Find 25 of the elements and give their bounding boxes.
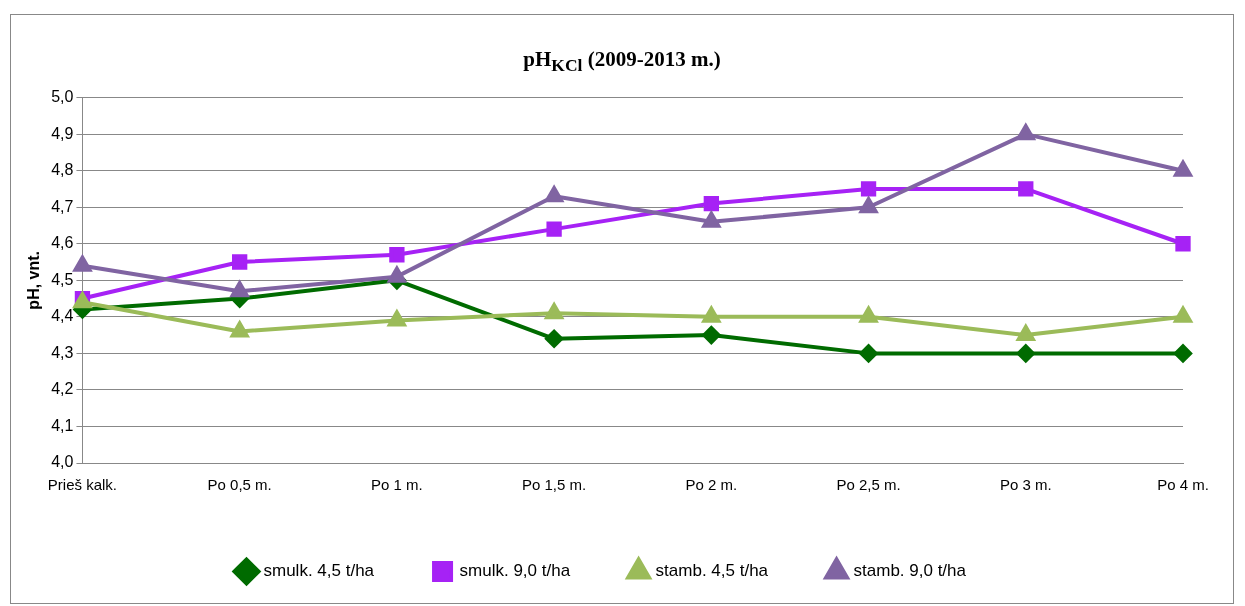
y-tick-label: 4,9: [51, 124, 74, 142]
y-tick-label: 4,4: [51, 307, 74, 325]
x-tick-label: Po 0,5 m.: [207, 476, 272, 494]
y-tick-label: 4,5: [51, 270, 74, 288]
x-tick-label: Po 1,5 m.: [522, 476, 587, 494]
x-tick-label: Po 2 m.: [685, 476, 738, 494]
x-tick-label: Po 2,5 m.: [836, 476, 901, 494]
x-tick-label: Po 3 m.: [999, 476, 1052, 494]
y-tick-label: 4,0: [51, 453, 74, 471]
legend-label: smulk. 4,5 t/ha: [263, 561, 375, 581]
x-tick-label: Prieš kalk.: [47, 476, 118, 494]
y-tick-label: 4,1: [51, 416, 74, 434]
chart-title: pH$_{KCl}$ (2009-2013 m.): [522, 47, 722, 77]
y-tick-label: 4,8: [51, 161, 74, 179]
y-tick-label: 4,3: [51, 343, 74, 361]
legend-label: smulk. 9,0 t/ha: [459, 561, 571, 581]
y-tick-label: 4,6: [51, 234, 74, 252]
y-axis-title: pH, vnt.: [25, 250, 43, 310]
y-tick-label: 4,2: [51, 380, 74, 398]
legend-label: stamb. 9,0 t/ha: [853, 561, 967, 581]
x-tick-label: Po 4 m.: [1157, 476, 1209, 494]
legend-label: stamb. 4,5 t/ha: [655, 561, 769, 581]
y-tick-label: 4,7: [51, 197, 74, 215]
y-tick-label: 5,0: [51, 88, 74, 106]
x-tick-label: Po 1 m.: [371, 476, 423, 494]
